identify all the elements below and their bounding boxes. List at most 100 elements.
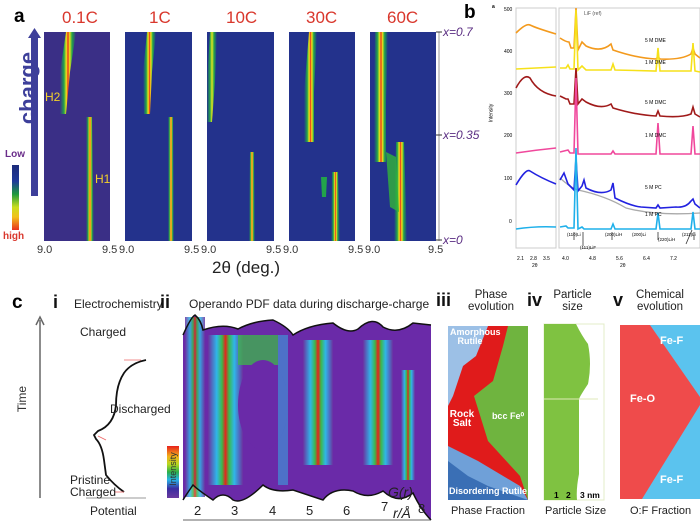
region-fe-o	[620, 325, 700, 499]
charge-arrow-icon	[28, 28, 41, 196]
panel-c-iii-title: Phase evolution	[467, 289, 515, 313]
panel-b-small-label: a	[492, 4, 495, 10]
anno-110-Li: (110)Li	[567, 232, 581, 237]
series-1M-DME	[515, 9, 700, 73]
ytick-300: 300	[504, 91, 513, 97]
phase-fraction-label: Phase Fraction	[451, 505, 525, 517]
xtick-7.2: 7.2	[670, 256, 677, 262]
label-fe-f-top: Fe-F	[660, 335, 684, 347]
panel-c-i-numeral: i	[53, 292, 59, 312]
panel-c-label: c	[12, 292, 23, 313]
anno-211-Li: (211)Li	[682, 232, 696, 237]
potential-curve	[92, 359, 147, 493]
xtick-5.6: 5.6	[616, 256, 623, 262]
pdf-colorbar-label: Intensity	[168, 452, 178, 486]
r-axis-label: r/Å	[393, 505, 411, 521]
particle-size-plot	[543, 323, 605, 501]
label-5M-DMC: 5 M DMC	[645, 100, 667, 106]
right-axis	[436, 31, 442, 241]
phase-disordering-rutile	[448, 461, 528, 500]
pdf-colorbar	[167, 446, 179, 498]
map-10C	[207, 32, 274, 241]
anno-220-LiH: (220)LiH	[658, 237, 676, 242]
xtick-3.5: 3.5	[543, 256, 550, 262]
tick-9.0-2: 9.0	[201, 244, 217, 256]
electrochem-plot	[35, 315, 147, 499]
series-LiF-ref	[559, 177, 700, 215]
particle-size-area	[544, 324, 590, 500]
state-pristine-charged: Charged	[70, 485, 117, 499]
time-axis-label: Time	[15, 385, 30, 413]
panel-b-label: b	[464, 2, 476, 23]
rate-label-1C: 1C	[149, 8, 171, 27]
panel-c-iv-title: Particle size	[553, 289, 592, 313]
tick-9.5-3: 9.5	[348, 244, 364, 256]
anno-200-LiH: (200)LiH	[605, 232, 623, 237]
xtick-6.4: 6.4	[643, 256, 650, 262]
tick-9.0-3: 9.0	[283, 244, 299, 256]
xtick-2.8: 2.8	[530, 256, 537, 262]
tick-9.5-2: 9.5	[266, 244, 282, 256]
map-0.1C	[44, 32, 110, 241]
series-5M-DME	[515, 7, 700, 60]
colorbar	[12, 165, 19, 230]
tick-9.5-0: 9.5	[102, 244, 118, 256]
peak-label-h2: H2	[45, 90, 61, 104]
x-label-left: 2θ	[532, 263, 538, 269]
tick-9.0-4: 9.0	[365, 244, 381, 256]
anno-111-LiF: (111)LiF	[580, 245, 597, 250]
g-r-label: G(r)	[388, 484, 413, 500]
r-tick-2: 2	[194, 503, 202, 518]
legend-lif-ref: LiF (ref)	[584, 11, 602, 17]
r-tick-3: 3	[231, 503, 239, 518]
r-tick-6: 6	[343, 503, 351, 518]
rate-label-0.1C: 0.1C	[62, 8, 98, 27]
label-rock-salt: Rock Salt	[449, 409, 475, 429]
x-label-right: 2θ	[620, 263, 626, 269]
rate-label-10C: 10C	[226, 8, 258, 27]
size-tick-2: 2	[566, 490, 571, 500]
charge-axis-label: charge	[15, 51, 40, 125]
tick-9.0-0: 9.0	[37, 244, 53, 256]
right-tick-x0: x=0	[443, 233, 463, 247]
xtick-4.8: 4.8	[589, 256, 596, 262]
map-1C	[125, 32, 192, 241]
label-disordering-rutile: Disordering Rutile	[448, 486, 527, 496]
particle-size-label: Particle Size	[545, 505, 607, 517]
of-fraction-label: O:F Fraction	[630, 505, 692, 517]
right-tick-x0.7: x=0.7	[443, 25, 473, 39]
label-amorphous-rutile: Amorphous Rutile	[450, 327, 501, 346]
peak-label-h1: H1	[95, 172, 111, 186]
label-fe-f-bottom: Fe-F	[660, 474, 684, 486]
panel-c-iv-numeral: iv	[527, 290, 543, 310]
r-tick-7: 7	[381, 499, 389, 514]
ytick-0: 0	[509, 219, 512, 225]
panel-c-ii-title: Operando PDF data during discharge-charg…	[189, 297, 430, 311]
state-discharged: Discharged	[110, 402, 171, 416]
ytick-200: 200	[504, 133, 513, 139]
ytick-500: 500	[504, 7, 513, 13]
label-5M-PC: 5 M PC	[645, 185, 662, 191]
xtick-2.1: 2.1	[517, 256, 524, 262]
pdf-map	[182, 314, 432, 521]
r-tick-4: 4	[269, 503, 277, 518]
xrd-stack-plot	[515, 7, 700, 249]
tick-9.0-1: 9.0	[119, 244, 135, 256]
label-5M-DME: 5 M DME	[645, 38, 666, 44]
series-5M-PC	[515, 157, 700, 209]
colorbar-low-label: Low	[5, 149, 25, 160]
series-1M-DMC	[515, 77, 700, 155]
rate-label-60C: 60C	[387, 8, 419, 27]
map-30C	[289, 32, 355, 241]
operando-xrd-maps	[44, 32, 436, 241]
rate-label-30C: 30C	[306, 8, 338, 27]
state-pristine: Pristine	[70, 473, 111, 487]
phase-evolution-plot	[448, 326, 528, 500]
label-bcc-fe: bcc Fe⁰	[491, 411, 525, 421]
label-1M-DME: 1 M DME	[645, 60, 666, 66]
right-tick-x0.35: x=0.35	[443, 128, 480, 142]
chemical-evolution-plot	[620, 325, 700, 499]
phase-amorphous-rutile	[448, 326, 488, 406]
panel-b-y-label: Intensity	[488, 103, 495, 123]
anno-200-Li: (200)Li	[632, 232, 647, 237]
